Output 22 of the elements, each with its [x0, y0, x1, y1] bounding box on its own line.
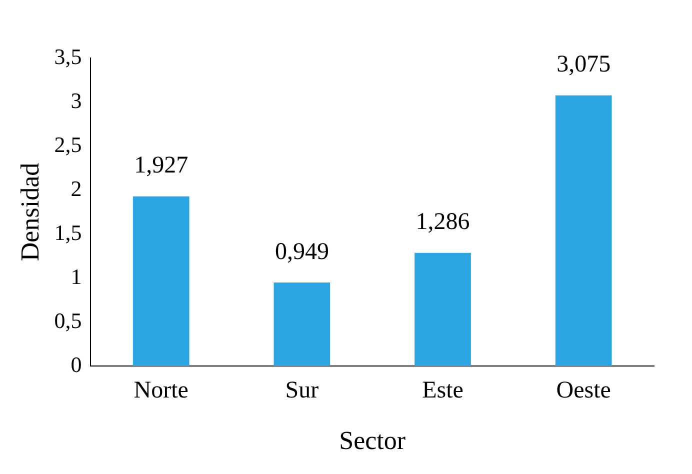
- data-label: 0,949: [274, 238, 329, 265]
- bar: [414, 252, 471, 366]
- bar: [132, 196, 190, 366]
- data-label: 1,286: [416, 209, 470, 236]
- y-tick-label: 3: [70, 88, 82, 113]
- x-axis-title: Sector: [339, 426, 406, 456]
- bar: [274, 282, 330, 366]
- y-tick-label: 2: [70, 176, 82, 201]
- y-tick-label: 3,5: [54, 44, 82, 69]
- y-tick-label: 1,5: [54, 220, 82, 245]
- x-tick-label: Oeste: [556, 378, 611, 404]
- y-tick-label: 0: [70, 352, 82, 377]
- data-label: 1,927: [134, 152, 188, 179]
- x-tick-label: Sur: [285, 378, 319, 404]
- y-tick-label: 2,5: [54, 132, 82, 157]
- y-tick-label: 0,5: [54, 308, 82, 333]
- y-tick-label: 1: [70, 264, 82, 289]
- x-tick-label: Norte: [134, 378, 188, 404]
- data-label: 3,075: [556, 52, 611, 78]
- bar: [555, 95, 612, 366]
- x-tick-label: Este: [422, 378, 464, 404]
- y-axis-title: Densidad: [15, 162, 44, 262]
